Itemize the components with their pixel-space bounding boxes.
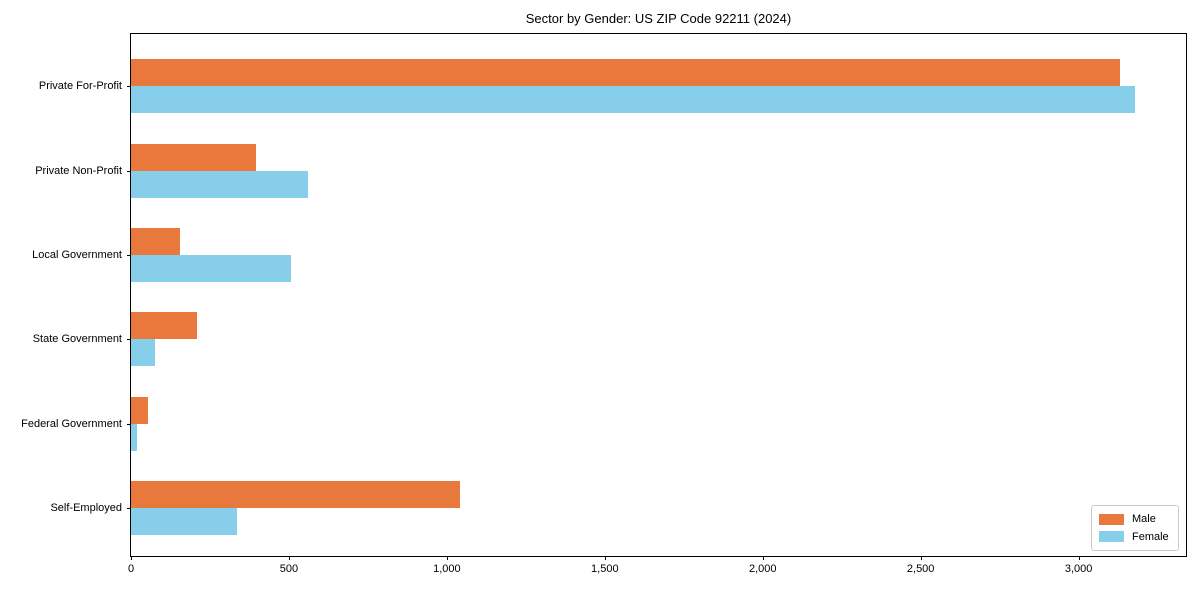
y-tick-mark (127, 507, 131, 509)
category-label: State Government (32, 333, 122, 346)
x-tick-mark (131, 556, 132, 560)
category-label: Federal Government (21, 417, 122, 430)
x-tick-label: 2,500 (906, 563, 935, 575)
female-swatch-icon (1099, 531, 1124, 543)
x-tick-label: 1,000 (433, 563, 461, 575)
bar-male-0 (131, 59, 1120, 87)
category-label: Private Non-Profit (35, 164, 122, 177)
legend-label-female: Female (1132, 530, 1169, 543)
x-tick-mark (920, 556, 922, 560)
bar-male-5 (131, 480, 460, 508)
legend-item-female: Female (1099, 531, 1171, 543)
bar-male-2 (131, 227, 180, 255)
x-tick-mark (446, 556, 448, 560)
y-tick-mark (127, 254, 131, 256)
bar-female-4 (131, 423, 138, 451)
x-tick-label: 1,500 (591, 563, 619, 575)
x-tick-label: 2,000 (748, 563, 777, 575)
y-tick-mark (127, 170, 131, 172)
y-tick-mark (127, 339, 131, 341)
category-label: Local Government (32, 248, 122, 261)
x-tick-mark (762, 556, 764, 560)
x-tick-mark (604, 556, 606, 560)
bar-female-0 (131, 86, 1136, 114)
x-tick-mark (1078, 556, 1080, 560)
x-tick-label: 3,000 (1064, 563, 1093, 575)
x-tick-mark (288, 556, 290, 560)
category-label: Private For-Profit (38, 80, 122, 93)
x-tick-label: 0 (127, 563, 135, 575)
y-tick-mark (127, 423, 131, 425)
legend-item-male: Male (1099, 513, 1171, 525)
x-tick-label: 500 (279, 563, 299, 575)
legend-label-male: Male (1132, 513, 1156, 526)
bar-female-1 (131, 170, 308, 198)
y-tick-mark (127, 86, 131, 88)
male-swatch-icon (1099, 513, 1124, 525)
bar-male-3 (131, 312, 198, 340)
bar-male-4 (131, 396, 149, 424)
bar-female-2 (131, 254, 291, 282)
bar-female-3 (131, 339, 155, 367)
category-label: Self-Employed (50, 501, 122, 514)
plot-area: Male Female (127, 33, 1187, 560)
legend: Male Female (1091, 505, 1179, 551)
bar-female-5 (131, 507, 237, 535)
bar-male-1 (131, 143, 256, 171)
chart-title: Sector by Gender: US ZIP Code 92211 (202… (525, 11, 792, 26)
